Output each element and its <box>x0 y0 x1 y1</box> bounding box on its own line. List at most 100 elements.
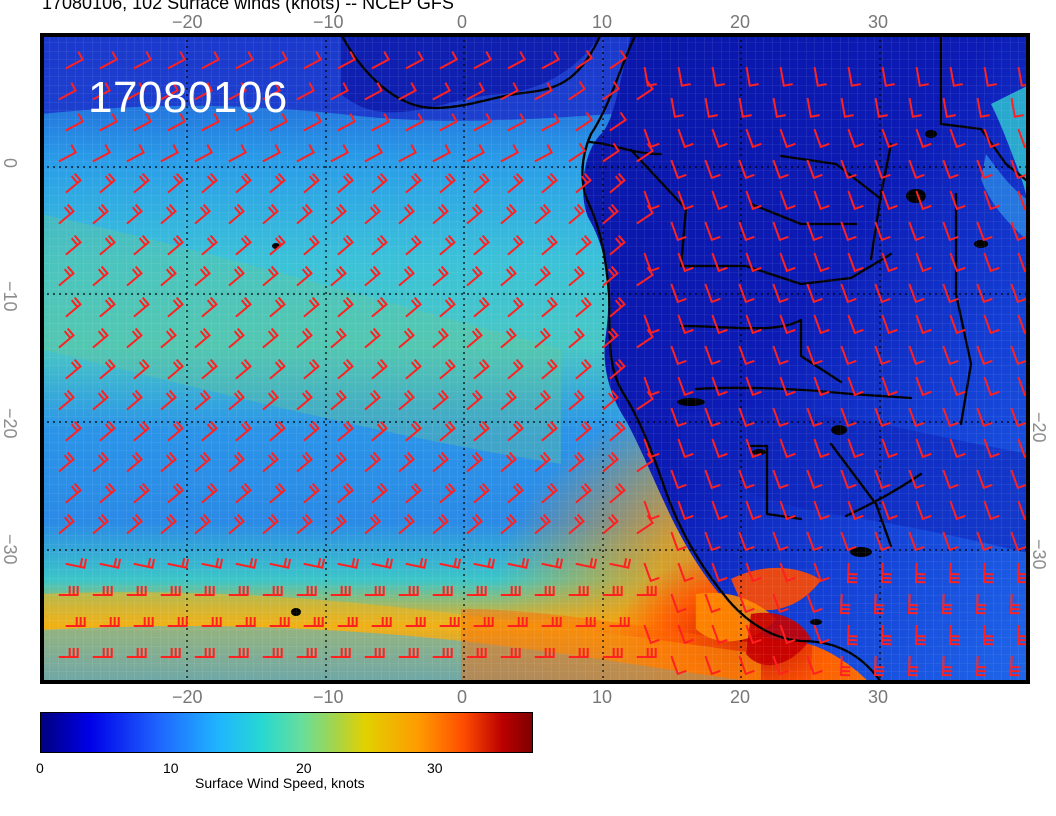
wind-barb <box>677 562 694 583</box>
wind-barb <box>466 389 483 411</box>
wind-barb <box>847 500 864 521</box>
wind-barb <box>575 49 593 70</box>
wind-barb <box>949 252 966 273</box>
wind-barb <box>881 252 898 273</box>
wind-barb <box>602 513 619 535</box>
wind-barb <box>167 557 190 569</box>
wind-barb <box>711 314 728 335</box>
wind-barb <box>269 113 288 132</box>
wind-barb <box>602 451 619 473</box>
wind-barb <box>235 113 254 132</box>
wind-barb <box>1010 221 1027 242</box>
wind-barb <box>58 586 79 596</box>
wind-barb <box>473 482 490 504</box>
wind-barb <box>643 252 660 273</box>
wind-barb <box>473 358 490 380</box>
wind-barb <box>371 358 388 380</box>
wind-barb <box>541 358 558 380</box>
wind-barb <box>466 203 483 225</box>
wind-barb <box>602 327 619 349</box>
wind-barb <box>976 159 993 180</box>
wind-barb <box>262 203 279 225</box>
wind-barb <box>133 482 150 504</box>
wind-barb <box>364 586 385 596</box>
wind-barb <box>99 113 118 132</box>
wind-barb <box>704 469 721 490</box>
wind-barb <box>405 113 424 132</box>
wind-barb <box>779 128 796 149</box>
wind-barb <box>711 500 728 521</box>
wind-barb <box>92 327 109 349</box>
wind-barb <box>473 617 494 627</box>
wind-barb <box>813 438 830 459</box>
wind-barb <box>840 283 857 304</box>
wind-barb <box>201 51 220 70</box>
wind-barb <box>779 562 796 583</box>
bottom-longitude-tick-30: 30 <box>868 687 889 707</box>
wind-barb <box>228 648 249 658</box>
wind-barb <box>840 407 857 428</box>
wind-barb <box>575 482 592 504</box>
wind-barb <box>874 345 891 366</box>
wind-barb <box>303 557 326 569</box>
wind-barb <box>908 407 925 428</box>
wind-barb <box>813 314 830 335</box>
wind-barb <box>473 172 490 194</box>
wind-barb <box>439 51 458 70</box>
wind-barb <box>541 234 558 256</box>
wind-barb <box>507 482 524 504</box>
wind-barb <box>371 172 388 194</box>
wind-barb <box>507 420 524 442</box>
wind-barb <box>677 500 694 521</box>
left-latitude-tick-minus-30: −30 <box>0 534 20 565</box>
wind-barb <box>269 358 286 380</box>
wind-barb <box>839 593 851 615</box>
wind-barb <box>228 586 249 596</box>
wind-barb <box>228 389 245 411</box>
wind-barb <box>160 203 177 225</box>
wind-barb <box>745 500 762 521</box>
wind-barb <box>262 144 281 163</box>
wind-barb <box>439 234 456 256</box>
wind-barb <box>507 172 524 194</box>
wind-barb <box>65 358 82 380</box>
wind-barb <box>398 513 415 535</box>
wind-barb <box>541 482 558 504</box>
wind-barb <box>677 252 694 273</box>
wind-barb <box>983 376 1000 397</box>
wind-barb <box>439 172 456 194</box>
wind-barb <box>670 345 687 366</box>
wind-barb <box>398 389 415 411</box>
wind-barb <box>677 624 694 645</box>
wind-barb <box>636 452 654 473</box>
wind-barb <box>772 345 789 366</box>
wind-barb <box>439 557 462 569</box>
wind-barb <box>235 234 252 256</box>
wind-barb <box>976 345 993 366</box>
wind-barb <box>575 358 592 380</box>
wind-barb <box>874 469 891 490</box>
wind-barb <box>745 190 762 211</box>
wind-barb <box>568 513 585 535</box>
wind-barb <box>813 376 830 397</box>
left-latitude-tick-minus-10: −10 <box>0 281 20 312</box>
wind-barb <box>575 420 592 442</box>
wind-barb <box>915 314 932 335</box>
wind-barb <box>881 500 898 521</box>
wind-barb <box>303 172 320 194</box>
wind-barb <box>636 514 654 535</box>
wind-barb <box>262 327 279 349</box>
wind-barb <box>949 314 966 335</box>
wind-barb <box>337 557 360 569</box>
wind-barb <box>507 617 528 627</box>
wind-barb <box>269 617 290 627</box>
wind-barb <box>541 51 560 70</box>
wind-barb <box>772 531 789 552</box>
wind-barb <box>405 234 422 256</box>
page-title: 17080106, 102 Surface winds (knots) -- N… <box>42 0 454 13</box>
wind-barb <box>65 482 82 504</box>
wind-barb <box>269 51 288 70</box>
wind-barb <box>949 66 963 87</box>
wind-barb <box>160 144 179 163</box>
wind-barb <box>806 407 823 428</box>
